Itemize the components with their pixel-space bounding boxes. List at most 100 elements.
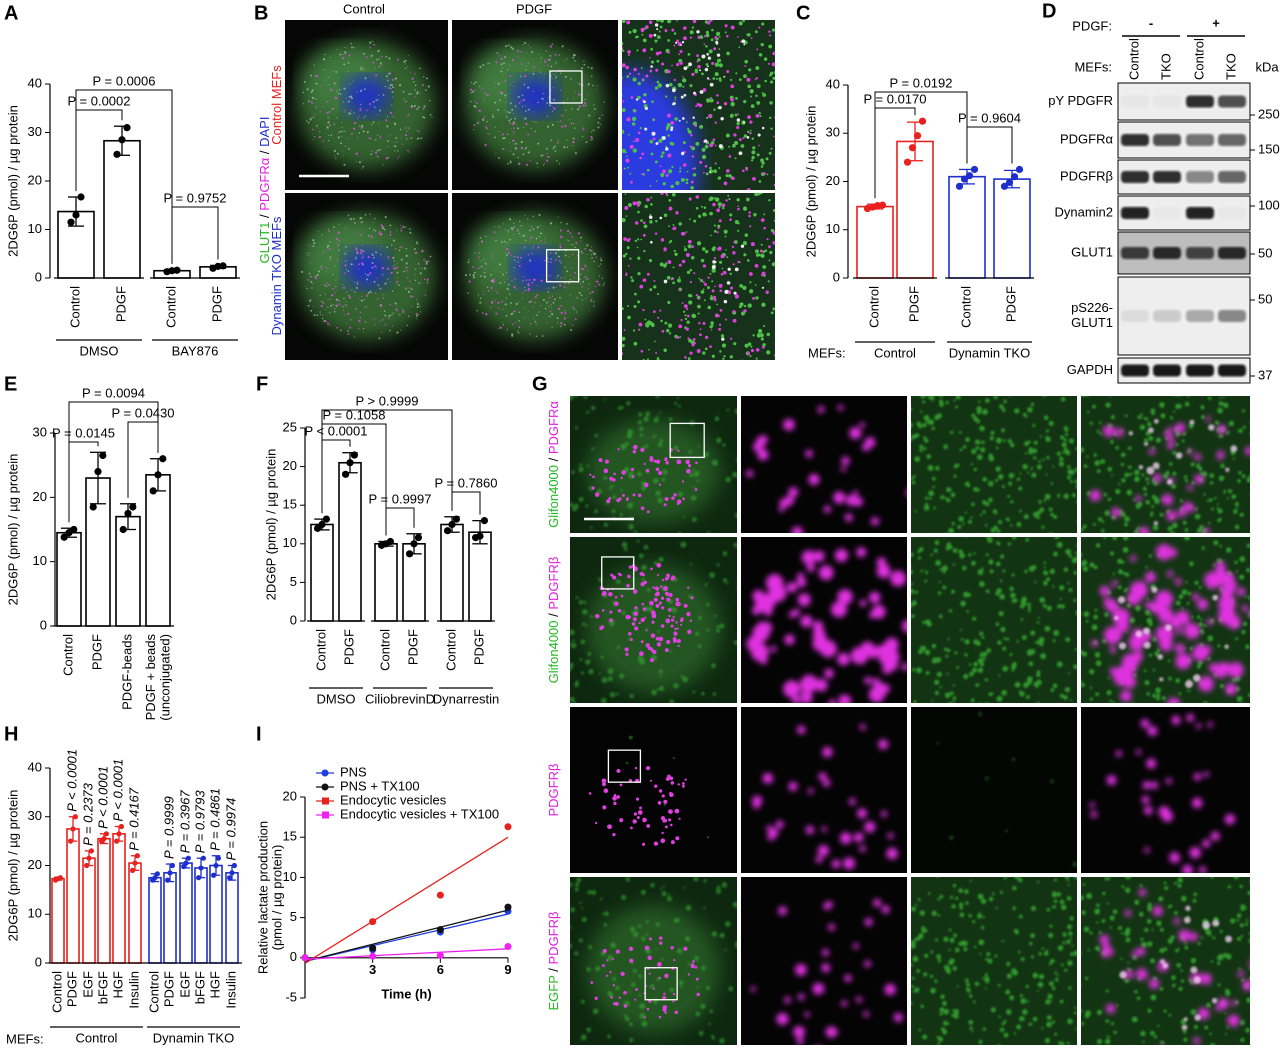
puncta <box>713 230 717 233</box>
puncta <box>726 70 730 74</box>
puncta <box>729 0 732 1</box>
puncta <box>334 155 336 157</box>
puncta <box>510 254 512 257</box>
puncta <box>600 257 602 259</box>
puncta <box>343 272 346 275</box>
puncta <box>654 160 658 164</box>
puncta <box>503 240 506 243</box>
blot-row-label: GLUT1 <box>1071 315 1113 330</box>
puncta <box>623 329 626 331</box>
puncta <box>353 112 355 114</box>
puncta <box>696 349 701 353</box>
puncta <box>636 246 639 249</box>
puncta <box>571 235 573 238</box>
puncta <box>1199 524 1204 530</box>
puncta <box>387 146 389 148</box>
puncta <box>1129 388 1134 393</box>
puncta <box>923 447 927 451</box>
puncta <box>556 317 559 320</box>
puncta <box>352 80 354 82</box>
puncta <box>369 290 372 293</box>
puncta <box>646 510 650 514</box>
puncta <box>674 252 678 257</box>
puncta <box>610 484 614 488</box>
puncta <box>344 130 346 132</box>
puncta <box>427 85 430 88</box>
puncta <box>628 133 630 136</box>
puncta <box>780 250 782 252</box>
puncta <box>1000 554 1005 559</box>
puncta <box>761 161 765 165</box>
fit-line <box>304 948 509 960</box>
puncta <box>980 447 986 453</box>
puncta <box>1003 399 1007 404</box>
puncta <box>329 324 331 326</box>
puncta <box>659 216 663 220</box>
puncta <box>664 577 669 581</box>
puncta <box>671 193 676 197</box>
puncta <box>723 355 726 358</box>
puncta <box>920 569 923 573</box>
puncta <box>520 146 524 150</box>
puncta <box>977 683 980 686</box>
bar <box>993 178 1031 279</box>
puncta <box>675 180 680 186</box>
data-point <box>227 875 233 881</box>
puncta <box>1268 424 1270 426</box>
puncta <box>758 1 760 3</box>
puncta <box>834 548 848 562</box>
p-value: P = 0.9793 <box>192 790 207 854</box>
puncta <box>315 74 318 78</box>
puncta <box>1052 585 1055 588</box>
band <box>1153 134 1181 146</box>
puncta <box>391 104 393 107</box>
puncta <box>682 676 689 683</box>
puncta <box>507 278 509 280</box>
signal <box>622 193 775 360</box>
puncta <box>402 310 405 313</box>
puncta <box>404 134 408 137</box>
puncta <box>364 115 367 117</box>
puncta <box>709 166 712 170</box>
puncta <box>673 44 676 47</box>
puncta <box>527 109 529 111</box>
lane-label: TKO <box>1223 53 1238 80</box>
puncta <box>723 181 728 186</box>
puncta <box>988 497 993 503</box>
puncta <box>359 68 362 71</box>
puncta <box>496 291 499 294</box>
puncta <box>959 448 963 452</box>
puncta <box>655 68 659 72</box>
puncta <box>563 286 566 289</box>
puncta <box>477 294 480 296</box>
puncta <box>327 139 330 142</box>
p-value: P < 0.0001 <box>95 766 110 829</box>
puncta <box>629 172 632 175</box>
puncta <box>338 249 340 252</box>
puncta <box>572 140 575 144</box>
puncta <box>629 257 632 260</box>
puncta <box>557 216 559 218</box>
puncta <box>390 271 393 274</box>
puncta <box>484 95 486 97</box>
y-tick-label: 40 <box>826 76 840 91</box>
puncta <box>487 132 489 134</box>
puncta <box>380 253 382 256</box>
puncta <box>587 66 590 69</box>
puncta <box>642 309 645 312</box>
puncta <box>373 256 375 259</box>
puncta <box>571 253 574 256</box>
puncta <box>637 272 641 276</box>
puncta <box>698 296 701 300</box>
puncta <box>1056 451 1061 456</box>
puncta <box>677 644 680 648</box>
puncta <box>657 497 664 504</box>
puncta <box>762 250 766 254</box>
puncta <box>1207 499 1210 502</box>
puncta <box>394 123 397 126</box>
puncta <box>683 26 687 30</box>
puncta <box>1097 517 1103 522</box>
panel-label: I <box>256 723 262 745</box>
data-point <box>124 509 132 518</box>
puncta <box>410 137 413 140</box>
